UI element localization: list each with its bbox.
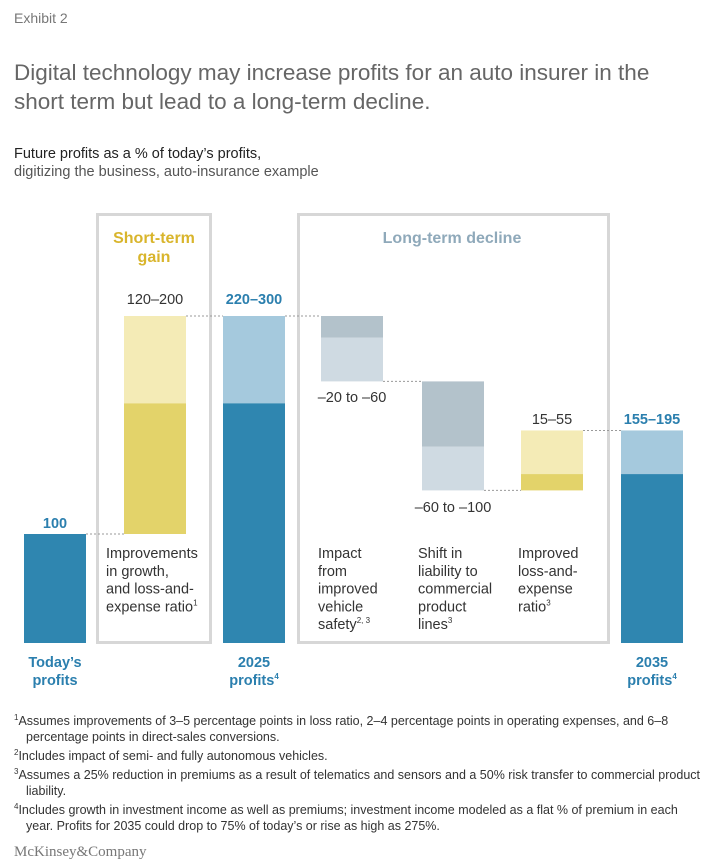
category-label-ratio: Improved loss-and-expense ratio3 <box>518 546 578 615</box>
category-label-liability-line: product <box>418 599 466 615</box>
short-term-gain-label: Short-term <box>113 230 195 247</box>
bar-ratio-low <box>521 474 583 491</box>
category-label-improvements-footnote-mark: 1 <box>193 598 198 607</box>
value-label-safety: –20 to –60 <box>318 390 387 406</box>
footnote-1: 1Assumes improvements of 3–5 percentage … <box>14 713 669 744</box>
bar-2025-profits-range <box>223 316 285 404</box>
category-label-liability-line: liability to <box>418 564 478 580</box>
bar-2035-profits-low <box>621 474 683 643</box>
category-label-liability: Shift in liability to commercial product lin… <box>418 546 492 633</box>
bar-2035-profits-range <box>621 430 683 475</box>
category-label-2025-profits-line: 2025 <box>238 655 270 671</box>
value-label-todays-profits: 100 <box>43 516 67 532</box>
waterfall-chart: Short-term gain Long-term decline 100 Today’… <box>24 213 683 689</box>
bar-improvements-low <box>124 403 186 534</box>
category-label-safety-line: from <box>318 564 347 580</box>
value-label-2035-profits: 155–195 <box>624 412 680 428</box>
footnote-2: 2Includes impact of semi- and fully auto… <box>14 748 328 763</box>
category-label-improvements-line: in growth, <box>106 564 169 580</box>
category-label-safety-footnote-mark: 2, 3 <box>357 616 371 625</box>
category-label-liability-footnote-mark: 3 <box>448 616 453 625</box>
category-label-safety-line: safety <box>318 617 357 633</box>
category-label-safety-line: Impact <box>318 546 362 562</box>
category-label-improvements-line: Improvements <box>106 546 198 562</box>
value-label-2025-profits: 220–300 <box>226 292 282 308</box>
long-term-decline-box <box>297 213 610 644</box>
category-label-safety: Impact from improved vehicle safety2, 3 <box>318 546 378 633</box>
category-label-liability-line: Shift in <box>418 546 462 562</box>
value-label-improvements: 120–200 <box>127 292 183 308</box>
exhibit-label: Exhibit 2 <box>14 10 68 26</box>
category-label-improvements-line: and loss-and- <box>106 582 194 598</box>
category-label-improvements: Improvements in growth, and loss-and-expen… <box>106 546 198 615</box>
bar-liability-range <box>422 446 484 491</box>
footnote-4: 4Includes growth in investment income as… <box>14 802 678 833</box>
category-label-ratio-line: expense <box>518 582 573 598</box>
bar-ratio-range <box>521 430 583 475</box>
category-label-2025-profits-line: profits <box>229 673 274 689</box>
category-label-2025-profits: 2025 profits4 <box>229 655 279 689</box>
category-label-2035-profits: 2035 profits4 <box>627 655 677 689</box>
bar-2025-profits-low <box>223 403 285 643</box>
short-term-gain-box <box>96 213 212 644</box>
category-label-liability-line: lines <box>418 617 448 633</box>
category-label-todays-profits-line: Today’s <box>28 655 81 671</box>
short-term-gain-label-2: gain <box>138 249 171 266</box>
footnote-3: 3Assumes a 25% reduction in premiums as … <box>14 767 701 798</box>
category-label-2035-profits-line: profits <box>627 673 672 689</box>
category-label-safety-line: vehicle <box>318 599 363 615</box>
value-label-liability: –60 to –100 <box>415 500 492 516</box>
category-label-todays-profits: Today’s profits <box>28 655 81 689</box>
long-term-decline-label: Long-term decline <box>383 230 522 247</box>
category-label-ratio-line: Improved <box>518 546 578 562</box>
brand-logo: McKinsey&Company <box>14 844 147 860</box>
category-label-improvements-line: expense ratio <box>106 599 193 615</box>
chart-subtitle-bold: Future profits as a % of today’s profits… <box>14 146 262 162</box>
page-title: Digital technology may increase profits … <box>14 60 650 114</box>
chart-subtitle: digitizing the business, auto-insurance … <box>14 164 319 180</box>
category-label-safety-line: improved <box>318 582 378 598</box>
bar-liability-low <box>422 381 484 447</box>
category-label-2035-profits-footnote-mark: 4 <box>672 672 677 681</box>
bar-improvements-range <box>124 316 186 404</box>
value-label-ratio: 15–55 <box>532 412 572 428</box>
footnotes: 1Assumes improvements of 3–5 percentage … <box>14 710 704 834</box>
category-label-todays-profits-line: profits <box>32 673 77 689</box>
bar-safety-range <box>321 337 383 382</box>
category-label-ratio-footnote-mark: 3 <box>546 598 551 607</box>
category-label-liability-line: commercial <box>418 582 492 598</box>
category-label-ratio-line: ratio <box>518 599 546 615</box>
bar-safety-low <box>321 316 383 338</box>
category-label-ratio-line: loss-and- <box>518 564 578 580</box>
category-label-2035-profits-line: 2035 <box>636 655 668 671</box>
category-label-2025-profits-footnote-mark: 4 <box>274 672 279 681</box>
bar-todays-profits <box>24 534 86 643</box>
